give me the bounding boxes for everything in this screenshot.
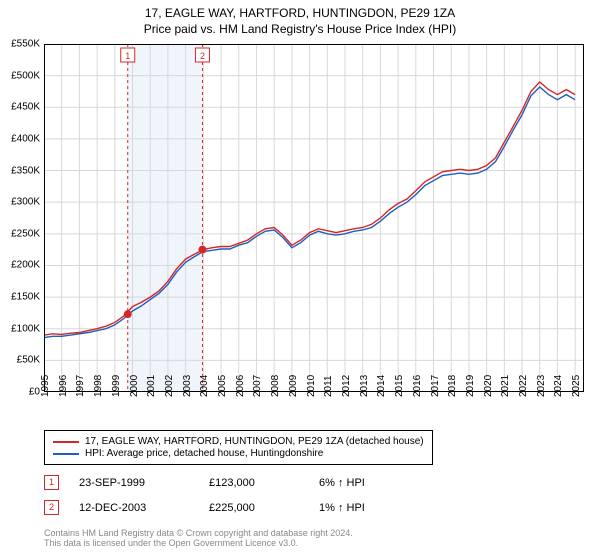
legend-line (53, 453, 79, 455)
legend-box: 17, EAGLE WAY, HARTFORD, HUNTINGDON, PE2… (44, 430, 433, 465)
sale-price: £123,000 (209, 477, 319, 489)
y-tick-label: £200K (2, 260, 40, 271)
footer-line-1: Contains HM Land Registry data © Crown c… (44, 528, 353, 538)
legend-label: HPI: Average price, detached house, Hunt… (85, 448, 323, 459)
svg-text:1: 1 (125, 51, 130, 61)
svg-text:2: 2 (200, 51, 205, 61)
y-tick-label: £0 (2, 387, 40, 398)
sale-date: 12-DEC-2003 (79, 502, 209, 514)
chart-container: 17, EAGLE WAY, HARTFORD, HUNTINGDON, PE2… (0, 0, 600, 560)
sale-delta: 1% ↑ HPI (319, 502, 365, 514)
footer-line-2: This data is licensed under the Open Gov… (44, 538, 353, 548)
chart-subtitle: Price paid vs. HM Land Registry's House … (0, 20, 600, 40)
sale-marker: 1 (44, 475, 59, 490)
chart-title: 17, EAGLE WAY, HARTFORD, HUNTINGDON, PE2… (0, 0, 600, 20)
y-tick-label: £350K (2, 165, 40, 176)
sale-row: 2 12-DEC-2003£225,0001% ↑ HPI (44, 500, 365, 515)
sale-row: 1 23-SEP-1999£123,0006% ↑ HPI (44, 475, 365, 490)
chart-area: 12 (44, 44, 584, 392)
legend-line (53, 441, 79, 443)
y-tick-label: £400K (2, 133, 40, 144)
legend-label: 17, EAGLE WAY, HARTFORD, HUNTINGDON, PE2… (85, 436, 424, 447)
sale-delta: 6% ↑ HPI (319, 477, 365, 489)
y-tick-label: £150K (2, 292, 40, 303)
footer-text: Contains HM Land Registry data © Crown c… (44, 528, 353, 548)
chart-svg: 12 (44, 44, 584, 392)
y-tick-label: £50K (2, 355, 40, 366)
sale-marker: 2 (44, 500, 59, 515)
y-tick-label: £450K (2, 102, 40, 113)
y-tick-label: £550K (2, 39, 40, 50)
y-tick-label: £100K (2, 323, 40, 334)
y-tick-label: £300K (2, 197, 40, 208)
legend-item: HPI: Average price, detached house, Hunt… (53, 448, 424, 459)
sale-date: 23-SEP-1999 (79, 477, 209, 489)
legend-item: 17, EAGLE WAY, HARTFORD, HUNTINGDON, PE2… (53, 436, 424, 447)
y-tick-label: £500K (2, 70, 40, 81)
y-tick-label: £250K (2, 228, 40, 239)
sale-price: £225,000 (209, 502, 319, 514)
